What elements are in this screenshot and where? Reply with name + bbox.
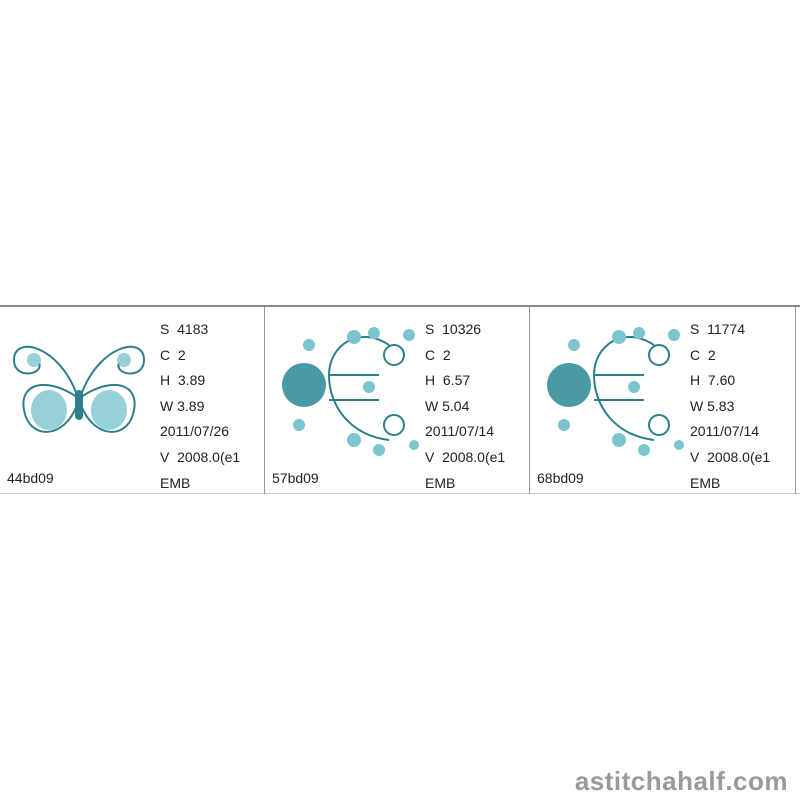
design-version: V 2008.0(e1 xyxy=(160,448,241,465)
design-info: S 4183 C 2 H 3.89 W 3.89 2011/07/26 V 2008.0(… xyxy=(160,317,240,496)
design-height: H 6.57 xyxy=(425,372,471,389)
design-thumbnail-strip: 44bd09 S 4183 C 2 H 3.89 W 3.89 2011/07/26 V … xyxy=(0,305,800,494)
floral-c-design-icon xyxy=(282,327,419,456)
design-date: 2011/07/26 xyxy=(160,423,230,440)
color-count: C 2 xyxy=(690,346,716,363)
stitch-count: S 11774 xyxy=(690,321,746,337)
design-format: EMB xyxy=(160,474,191,491)
design-version: V 2008.0(e1 xyxy=(425,448,506,465)
design-name: 57bd09 xyxy=(272,470,319,486)
design-date: 2011/07/14 xyxy=(690,423,760,440)
butterfly-design-icon xyxy=(12,345,146,433)
design-version: V 2008.0(e1 xyxy=(690,448,771,465)
design-date: 2011/07/14 xyxy=(425,423,495,440)
watermark: astitchahalf.com xyxy=(574,766,788,796)
stitch-count: S 4183 xyxy=(160,321,209,337)
design-format: EMB xyxy=(690,474,721,491)
design-cell[interactable]: 68bd09 S 11774 C 2 H 7.60 W 5.83 2011/07/14 V… xyxy=(530,307,796,494)
color-count: C 2 xyxy=(160,346,186,363)
design-cell[interactable]: 57bd09 S 10326 C 2 H 6.57 W 5.04 2011/07/14 V… xyxy=(265,307,530,494)
stitch-count: S 10326 xyxy=(425,321,482,337)
design-width: W 3.89 xyxy=(160,397,205,414)
color-count: C 2 xyxy=(425,346,451,363)
design-width: W 5.83 xyxy=(690,397,735,414)
design-info: S 10326 C 2 H 6.57 W 5.04 2011/07/14 V 2008.0… xyxy=(425,317,505,496)
floral-c-design-icon xyxy=(547,327,684,456)
design-height: H 3.89 xyxy=(160,372,206,389)
design-name: 44bd09 xyxy=(7,470,54,486)
design-info: S 11774 C 2 H 7.60 W 5.83 2011/07/14 V 2008.0… xyxy=(690,317,770,496)
design-name: 68bd09 xyxy=(537,470,584,486)
design-width: W 5.04 xyxy=(425,397,470,414)
design-cell[interactable]: 44bd09 S 4183 C 2 H 3.89 W 3.89 2011/07/26 V … xyxy=(0,307,265,494)
design-format: EMB xyxy=(425,474,456,491)
design-height: H 7.60 xyxy=(690,372,736,389)
